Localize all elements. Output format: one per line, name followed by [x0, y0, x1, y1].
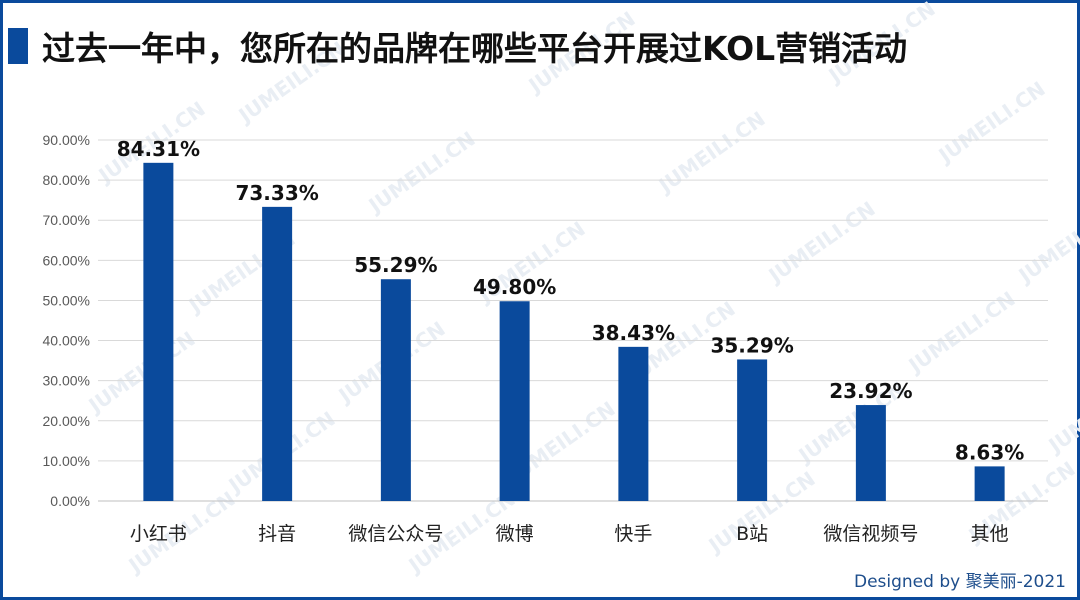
y-tick-label: 60.00%	[43, 252, 90, 268]
x-category-label: 微信公众号	[348, 523, 443, 545]
y-tick-label: 50.00%	[43, 292, 90, 308]
y-tick-label: 40.00%	[43, 333, 90, 349]
data-label: 35.29%	[710, 333, 793, 357]
x-category-label: 微信视频号	[823, 523, 918, 545]
y-tick-label: 70.00%	[43, 212, 90, 228]
x-category-label: B站	[736, 523, 768, 545]
y-tick-label: 80.00%	[43, 172, 90, 188]
bar	[855, 405, 886, 501]
x-category-label: 其他	[971, 523, 1009, 545]
bar	[974, 466, 1005, 501]
data-label: 49.80%	[473, 275, 556, 299]
designer-credit: Designed by 聚美丽-2021	[853, 572, 1066, 592]
data-label: 84.31%	[117, 137, 200, 161]
bar	[737, 359, 768, 501]
y-tick-label: 10.00%	[43, 453, 90, 469]
data-label: 8.63%	[955, 440, 1024, 464]
bar	[380, 279, 411, 501]
data-label: 73.33%	[235, 181, 318, 205]
data-label: 55.29%	[354, 253, 437, 277]
y-tick-label: 0.00%	[50, 493, 90, 509]
y-tick-label: 90.00%	[43, 132, 90, 148]
x-category-label: 快手	[614, 523, 652, 545]
x-category-label: 小红书	[130, 523, 187, 545]
data-label: 38.43%	[592, 321, 675, 345]
bar	[499, 301, 530, 501]
title-accent-bar	[8, 28, 28, 64]
data-label: 23.92%	[829, 379, 912, 403]
y-tick-label: 20.00%	[43, 413, 90, 429]
y-tick-label: 30.00%	[43, 373, 90, 389]
x-category-label: 抖音	[258, 523, 296, 545]
bar	[618, 346, 649, 501]
bar	[143, 162, 174, 501]
chart-title: 过去一年中，您所在的品牌在哪些平台开展过KOL营销活动	[42, 29, 908, 68]
x-category-label: 微博	[496, 523, 534, 545]
bar	[262, 206, 293, 501]
